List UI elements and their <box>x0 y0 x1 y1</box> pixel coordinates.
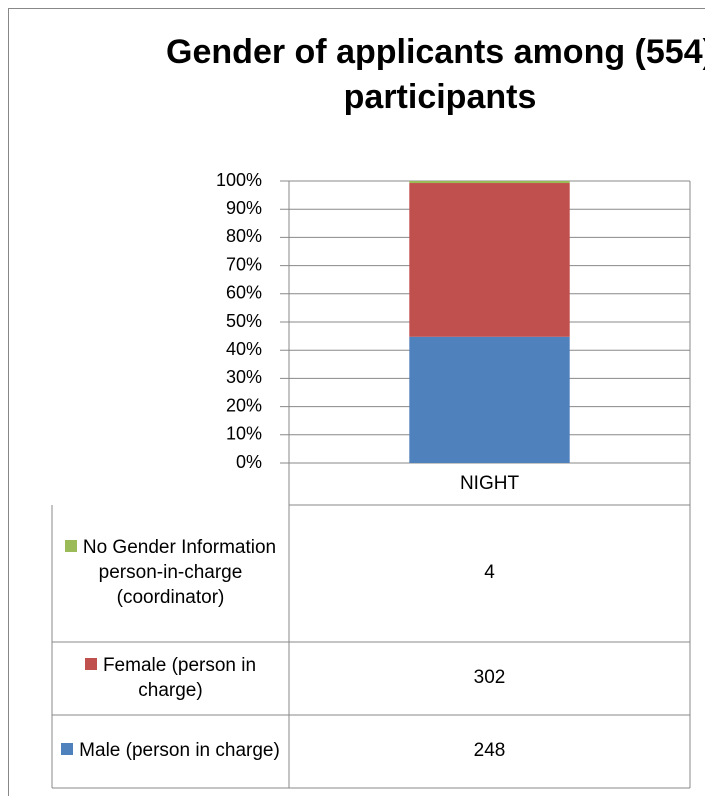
legend-label: Male (person in charge) <box>79 740 280 762</box>
legend-swatch <box>84 657 97 670</box>
y-tick-label: 70% <box>226 254 262 274</box>
y-tick-label: 40% <box>226 339 262 359</box>
legend-label: No Gender Information person-in-charge (… <box>82 537 277 608</box>
y-tick-label: 60% <box>226 283 262 303</box>
legend-swatch <box>61 743 74 756</box>
chart-border <box>8 8 705 796</box>
y-tick-label: 20% <box>226 395 262 415</box>
y-tick-label: 30% <box>226 367 262 387</box>
y-tick-label: 100% <box>216 170 262 190</box>
table-value: 248 <box>473 740 506 762</box>
bar-segment <box>409 183 570 337</box>
x-tick-label: NIGHT <box>459 472 520 494</box>
y-tick-label: 10% <box>226 424 262 444</box>
legend-text: Male (person in charge) <box>61 739 280 764</box>
legend-swatch <box>64 540 77 553</box>
y-tick-label: 0% <box>236 452 262 472</box>
legend-entry: No Gender Information person-in-charge (… <box>52 505 289 642</box>
chart-title: Gender of applicants among (554) partici… <box>166 33 705 116</box>
legend-text: Female (person in charge) <box>58 654 283 703</box>
table-value: 302 <box>473 667 506 689</box>
bar-segment <box>409 336 570 463</box>
y-tick-label: 50% <box>226 311 262 331</box>
legend-entry: Male (person in charge) <box>52 715 289 788</box>
legend-entry: Female (person in charge) <box>52 642 289 715</box>
legend-text: No Gender Information person-in-charge (… <box>58 536 283 610</box>
legend-label: Female (person in charge) <box>102 654 257 701</box>
y-tick-label: 80% <box>226 226 262 246</box>
table-value: 4 <box>484 562 495 584</box>
bar-segment <box>409 181 570 184</box>
y-tick-label: 90% <box>226 198 262 218</box>
